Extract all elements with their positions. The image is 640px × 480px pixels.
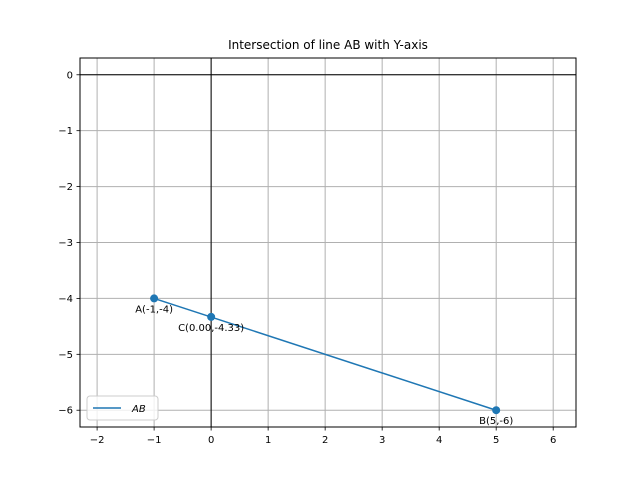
zero-axis-lines (80, 58, 576, 427)
x-tick-label: −2 (90, 435, 105, 446)
legend-label-ab: AB (131, 404, 146, 415)
points-layer: A(-1,-4) B(5,-6) C(0.00,-4.33) (135, 294, 513, 427)
x-tick-label: 4 (436, 435, 442, 446)
tick-layer: −2 −1 0 1 2 3 4 5 6 0 −1 −2 −3 −4 −5 −6 (58, 70, 556, 446)
y-tick-label: 0 (67, 70, 73, 81)
x-tick-label: 3 (379, 435, 385, 446)
x-tick-label: 6 (550, 435, 556, 446)
y-tick-label: −2 (58, 182, 73, 193)
chart-title: Intersection of line AB with Y-axis (228, 38, 428, 52)
legend: AB (86, 395, 159, 421)
point-label-a: A(-1,-4) (135, 304, 173, 315)
point-a (150, 294, 159, 303)
y-tick-label: −3 (58, 238, 73, 249)
x-tick-label: −1 (147, 435, 162, 446)
x-tick-label: 0 (208, 435, 214, 446)
y-tick-label: −1 (58, 126, 73, 137)
y-tick-label: −6 (58, 406, 73, 417)
point-c (207, 312, 216, 321)
legend-box (86, 395, 159, 421)
y-tick-label: −4 (58, 294, 73, 305)
point-label-b: B(5,-6) (479, 416, 513, 427)
x-tick-label: 5 (493, 435, 499, 446)
point-label-c: C(0.00,-4.33) (178, 323, 244, 334)
point-b (492, 406, 501, 415)
x-tick-label: 1 (265, 435, 271, 446)
y-tick-label: −5 (58, 350, 73, 361)
x-tick-label: 2 (322, 435, 328, 446)
